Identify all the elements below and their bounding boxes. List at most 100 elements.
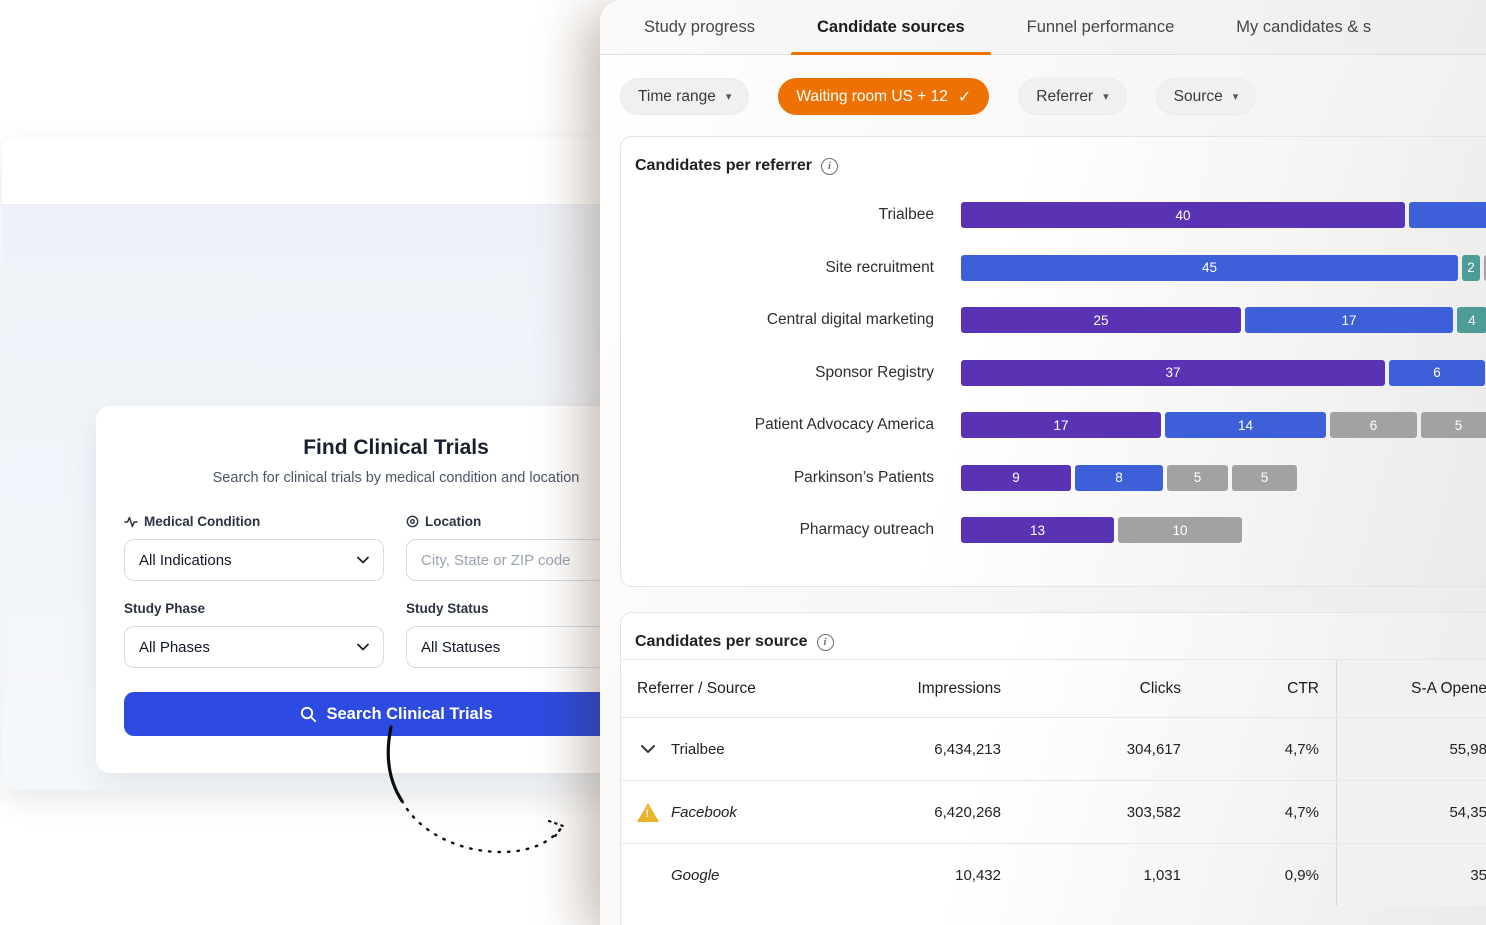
cell-ctr: 4,7% (1284, 803, 1319, 821)
chart-row-label: Site recruitment (825, 258, 934, 276)
source-table: Referrer / Source Impressions Clicks CTR… (621, 659, 1486, 906)
clinical-trials-window: Discover Clinical Trials Connect with cu… (2, 137, 702, 790)
chart-row-label: Parkinson’s Patients (793, 468, 934, 486)
bar-segment: 5 (1421, 412, 1486, 439)
time-range-filter[interactable]: Time range ▾ (620, 78, 750, 115)
field-study-phase: Study Phase All Phases (124, 601, 384, 668)
cell-ctr: 4,7% (1284, 740, 1319, 758)
bar-segment: 25 (961, 307, 1241, 334)
waiting-room-filter[interactable]: Waiting room US + 12 ✓ (778, 78, 990, 115)
row-source-name: Trialbee (671, 740, 725, 758)
table-row[interactable]: Trialbee 6,434,213 304,617 4,7% 55,98 (621, 717, 1486, 780)
col-ctr: CTR (1287, 679, 1319, 697)
medical-condition-label: Medical Condition (144, 514, 261, 529)
chart-row-bars: 40 (961, 202, 1486, 229)
dashboard-window: Study progress Candidate sources Funnel … (600, 0, 1486, 925)
check-icon: ✓ (957, 88, 972, 106)
source-table-body: Trialbee 6,434,213 304,617 4,7% 55,98! Facebo… (621, 717, 1486, 906)
tab-bar: Study progress Candidate sources Funnel … (600, 0, 1486, 55)
cell-sa-opened: 55,98 (1336, 718, 1486, 780)
dropdown-arrow-icon: ▾ (1232, 91, 1239, 103)
referrer-filter[interactable]: Referrer ▾ (1018, 78, 1127, 115)
source-table-header: Referrer / Source Impressions Clicks CTR… (621, 659, 1486, 717)
chart-row: Trialbee 40 (621, 189, 1486, 242)
chart-row-label: Trialbee (878, 206, 934, 224)
search-card-subtitle: Search for clinical trials by medical co… (212, 470, 580, 486)
bar-segment: 10 (1118, 517, 1242, 544)
study-phase-select[interactable]: All Phases (124, 626, 384, 668)
bar-segment (1409, 202, 1486, 229)
col-sa-opened: S-A Opene (1336, 660, 1486, 717)
chart-row-bars: 37 6 (961, 359, 1485, 386)
bar-segment: 14 (1165, 412, 1326, 439)
study-phase-label: Study Phase (124, 601, 206, 616)
chart-row-bars: 45 2 (961, 254, 1486, 281)
bar-segment: 6 (1389, 359, 1485, 386)
bar-segment: 2 (1462, 254, 1480, 281)
cell-sa-opened: 54,35 (1336, 781, 1486, 843)
bar-segment: 4 (1457, 307, 1486, 334)
chart-row: Parkinson’s Patients 9 8 5 5 (621, 452, 1486, 505)
search-icon (300, 706, 316, 722)
chart-row-bars: 13 10 (961, 517, 1242, 544)
info-icon[interactable]: i (820, 157, 838, 175)
search-card: Find Clinical Trials Search for clinical… (96, 406, 696, 773)
tab-my-candidates[interactable]: My candidates & s (1236, 17, 1372, 36)
row-source-name: Facebook (671, 803, 737, 821)
chart-row: Central digital marketing 25 17 4 (621, 294, 1486, 347)
study-status-label: Study Status (406, 601, 489, 616)
search-card-title: Find Clinical Trials (303, 436, 489, 459)
referrer-chart-rows: Trialbee 40 Site recruitment 45 2 Central dig… (621, 183, 1486, 557)
row-source-name: Google (671, 866, 720, 884)
table-row[interactable]: Google 10,432 1,031 0,9% 35 (621, 843, 1486, 906)
bar-segment: 8 (1075, 464, 1163, 491)
cell-impressions: 10,432 (955, 866, 1001, 884)
bar-segment: 9 (961, 464, 1071, 491)
chevron-down-icon (357, 643, 369, 651)
col-referrer-source: Referrer / Source (637, 679, 756, 697)
bar-segment: 13 (961, 517, 1114, 544)
chart-row-label: Pharmacy outreach (799, 521, 934, 539)
bar-segment: 6 (1330, 412, 1417, 439)
cell-clicks: 303,582 (1126, 803, 1181, 821)
search-clinical-trials-button[interactable]: Search Clinical Trials (124, 692, 668, 736)
source-table-title: Candidates per source (635, 633, 808, 650)
tab-funnel-performance[interactable]: Funnel performance (1026, 17, 1175, 36)
chart-row-label: Central digital marketing (766, 311, 934, 329)
info-icon[interactable]: i (816, 633, 834, 651)
candidates-per-referrer-card: Candidates per referrer i Trialbee 40 Site… (620, 136, 1486, 587)
location-label: Location (425, 514, 482, 529)
chart-row: Patient Advocacy America 17 14 6 5 (621, 399, 1486, 452)
location-input[interactable] (421, 551, 651, 569)
chart-row: Site recruitment 45 2 (621, 242, 1486, 295)
chart-row-label: Patient Advocacy America (754, 416, 934, 434)
bar-segment: 5 (1232, 464, 1297, 491)
filter-bar: Time range ▾ Waiting room US + 12 ✓ Refe… (600, 55, 1486, 115)
cell-clicks: 304,617 (1126, 740, 1181, 758)
chevron-down-icon (357, 556, 369, 564)
dropdown-arrow-icon: ▾ (725, 91, 732, 103)
cell-clicks: 1,031 (1143, 866, 1181, 884)
bar-segment: 5 (1167, 464, 1228, 491)
chart-row-label: Sponsor Registry (815, 363, 934, 381)
col-clicks: Clicks (1139, 679, 1181, 697)
bar-segment: 17 (961, 412, 1161, 439)
chart-row-bars: 25 17 4 (961, 307, 1486, 334)
cell-impressions: 6,434,213 (934, 740, 1001, 758)
bar-segment (1484, 254, 1486, 281)
tab-study-progress[interactable]: Study progress (644, 17, 755, 36)
cell-ctr: 0,9% (1284, 866, 1319, 884)
warning-icon: ! (637, 802, 659, 822)
cell-sa-opened: 35 (1336, 844, 1486, 906)
hero-section: Discover Clinical Trials Connect with cu… (2, 205, 702, 790)
table-row[interactable]: ! Facebook 6,420,268 303,582 4,7% 54,35 (621, 780, 1486, 843)
medical-condition-select[interactable]: All Indications (124, 539, 384, 581)
chart-row: Sponsor Registry 37 6 (621, 347, 1486, 400)
bar-segment: 40 (961, 202, 1405, 229)
tab-candidate-sources[interactable]: Candidate sources (790, 0, 991, 55)
chevron-down-icon[interactable] (637, 744, 659, 754)
cell-impressions: 6,420,268 (934, 803, 1001, 821)
source-filter[interactable]: Source ▾ (1155, 78, 1257, 115)
dropdown-arrow-icon: ▾ (1103, 91, 1109, 103)
